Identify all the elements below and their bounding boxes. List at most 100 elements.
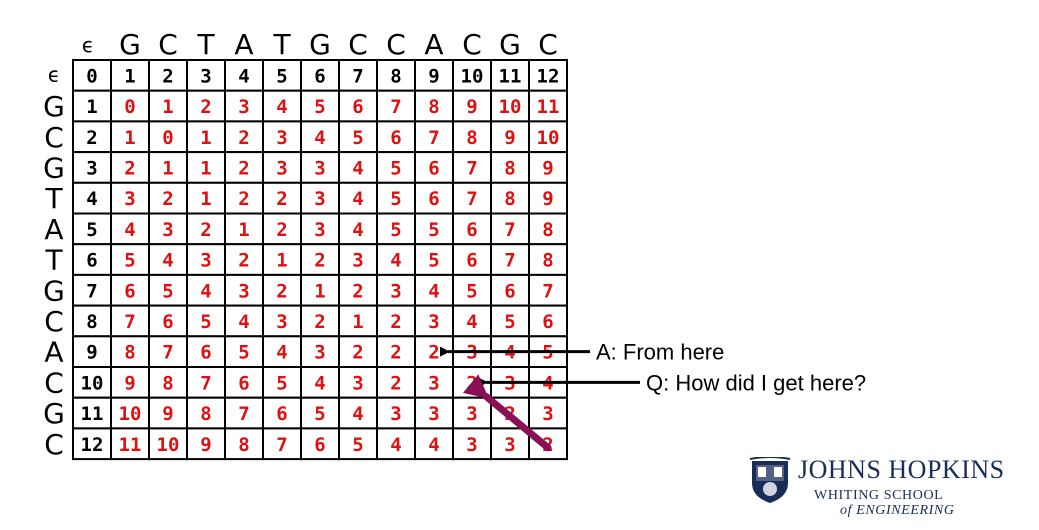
cell-value-0-0: 0: [86, 65, 97, 87]
cell-value-8-9: 3: [428, 311, 439, 333]
top-seq-char-5: T: [272, 28, 291, 61]
cell-value-5-10: 6: [466, 219, 477, 241]
cell-value-3-3: 1: [200, 157, 211, 179]
cell-8-7: [338, 304, 378, 338]
cell-value-8-4: 4: [238, 311, 249, 333]
top-seq-char-12: C: [538, 28, 558, 61]
cell-9-3: [186, 335, 226, 368]
cell-value-4-5: 2: [276, 188, 287, 210]
cell-12-8: [376, 427, 416, 461]
cell-value-9-2: 7: [162, 342, 173, 364]
cell-value-8-10: 4: [466, 311, 477, 333]
cell-value-3-4: 2: [238, 157, 249, 179]
cell-9-7: [338, 335, 378, 368]
cell-value-12-7: 5: [352, 434, 363, 456]
cell-value-11-0: 11: [81, 403, 104, 425]
left-seq-char-0: ϵ: [48, 62, 60, 86]
cell-value-4-7: 4: [352, 188, 363, 210]
cell-value-12-5: 7: [276, 434, 287, 456]
cell-4-2: [148, 181, 188, 215]
cell-value-9-6: 3: [314, 342, 325, 364]
left-seq-char-11: G: [43, 397, 65, 430]
cell-value-11-2: 9: [162, 403, 173, 425]
cell-value-8-0: 8: [86, 311, 97, 333]
cell-value-8-3: 5: [200, 311, 211, 333]
cell-value-6-2: 4: [162, 250, 173, 272]
cell-value-3-9: 6: [428, 157, 439, 179]
cell-0-9: [414, 59, 454, 92]
cell-value-7-9: 4: [428, 280, 439, 302]
cell-value-8-2: 6: [162, 311, 173, 333]
top-seq-char-3: T: [196, 28, 215, 61]
logo-line2: of ENGINEERING: [840, 503, 955, 518]
annotations: A: From here Q: How did I get here?: [440, 340, 866, 452]
answer-label: A: From here: [596, 340, 724, 365]
cell-3-3: [186, 151, 226, 184]
cell-value-1-9: 8: [428, 96, 439, 118]
cell-1-12: [528, 89, 568, 123]
cell-value-2-7: 5: [352, 127, 363, 149]
cell-value-7-4: 3: [238, 280, 249, 302]
cell-4-6: [300, 181, 340, 215]
top-seq-char-6: G: [309, 28, 331, 61]
cell-value-5-8: 5: [390, 219, 401, 241]
cell-value-6-11: 7: [504, 250, 515, 272]
cell-value-7-2: 5: [162, 280, 173, 302]
cell-value-1-12: 11: [537, 96, 560, 118]
cell-value-2-0: 2: [86, 127, 97, 149]
cell-value-7-3: 4: [200, 280, 211, 302]
cell-9-2: [148, 335, 188, 368]
shield-icon: [749, 457, 791, 503]
cell-value-11-3: 8: [200, 403, 211, 425]
cell-value-1-0: 1: [86, 96, 97, 118]
cell-11-12: [528, 396, 568, 430]
question-label: Q: How did I get here?: [646, 370, 866, 395]
cell-value-11-6: 5: [314, 403, 325, 425]
cell-value-10-9: 3: [428, 372, 439, 394]
cell-value-2-12: 10: [537, 127, 560, 149]
dp-matrix: 0 1 2 3 4 5 6 7 8 9 10 11 121 0 1 2 3 4 5 6 7 8 9 10 112 1 0 1 2 3 4 5 6…: [72, 59, 568, 461]
cell-value-10-8: 2: [390, 372, 401, 394]
cell-value-0-11: 11: [499, 65, 522, 87]
cell-value-11-5: 6: [276, 403, 287, 425]
left-seq-char-5: A: [44, 213, 63, 246]
cell-7-2: [148, 273, 188, 307]
cell-value-11-7: 4: [352, 403, 363, 425]
cell-12-5: [262, 427, 302, 461]
cell-value-3-6: 3: [314, 157, 325, 179]
cell-7-5: [262, 273, 302, 307]
cell-value-7-1: 6: [124, 280, 135, 302]
cell-value-2-4: 2: [238, 127, 249, 149]
cell-12-10: [452, 427, 492, 461]
cell-1-1: [110, 89, 150, 123]
cell-value-5-7: 4: [352, 219, 363, 241]
cell-value-1-1: 0: [124, 96, 135, 118]
cell-value-8-11: 5: [504, 311, 515, 333]
cell-1-2: [148, 89, 188, 123]
cell-value-1-2: 1: [162, 96, 173, 118]
cell-7-7: [338, 273, 378, 307]
cell-value-6-12: 8: [542, 250, 553, 272]
cell-2-5: [262, 120, 302, 154]
cell-8-4: [224, 304, 264, 338]
cell-value-12-3: 9: [200, 434, 211, 456]
cell-1-10: [452, 89, 492, 123]
cell-value-2-2: 0: [162, 127, 173, 149]
cell-value-0-8: 8: [390, 65, 401, 87]
cell-value-3-0: 3: [86, 157, 97, 179]
cell-4-0: [72, 181, 112, 215]
cell-value-1-11: 10: [499, 96, 522, 118]
cell-value-0-7: 7: [352, 65, 363, 87]
cell-value-6-4: 2: [238, 250, 249, 272]
cell-9-5: [262, 335, 302, 368]
cell-1-8: [376, 89, 416, 123]
cell-value-1-10: 9: [466, 96, 477, 118]
cell-value-9-4: 5: [238, 342, 249, 364]
cell-value-7-0: 7: [86, 280, 97, 302]
cell-value-0-10: 10: [461, 65, 484, 87]
cell-value-8-5: 3: [276, 311, 287, 333]
left-seq-char-12: C: [44, 428, 64, 461]
top-seq-char-4: A: [234, 28, 253, 61]
cell-11-8: [376, 396, 416, 430]
